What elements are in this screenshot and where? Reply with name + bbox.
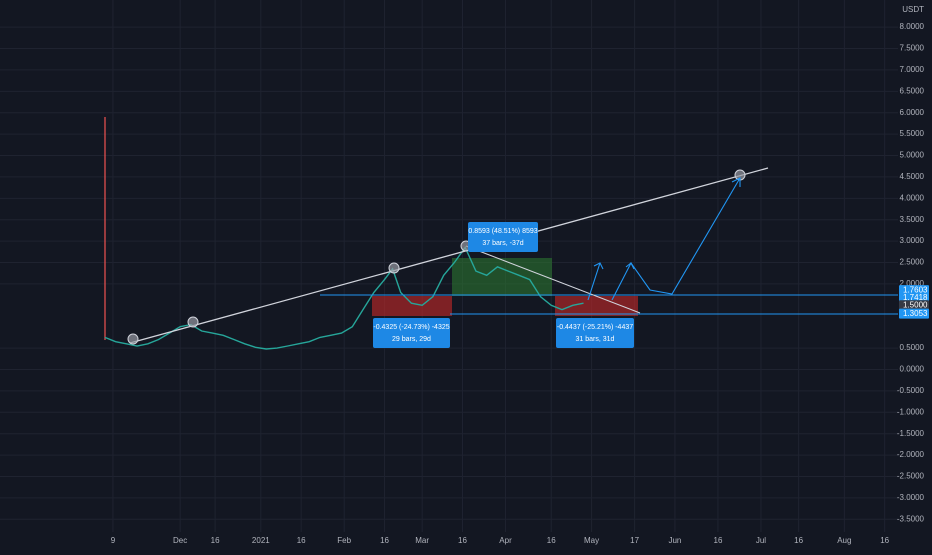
y-tick-label: 8.0000 [900, 22, 925, 31]
x-tick-label: 2021 [252, 536, 270, 545]
y-tick-label: -1.5000 [897, 429, 925, 438]
x-tick-label: 16 [547, 536, 556, 545]
y-tick-label: 7.0000 [900, 65, 925, 74]
x-tick-label: 16 [794, 536, 803, 545]
y-tick-label: -2.0000 [897, 450, 925, 459]
y-tick-label: 6.5000 [900, 86, 925, 95]
price-badge-label: 1.5000 [903, 300, 928, 309]
x-tick-label: Apr [499, 536, 512, 545]
y-tick-label: 7.5000 [900, 44, 925, 53]
price-badge [899, 308, 929, 319]
x-tick-label: Dec [173, 536, 187, 545]
grid [0, 0, 898, 532]
price-axis: 8.0000 7.5000 7.0000 6.5000 6.0000 5.5000 5.00… [111, 22, 929, 545]
measure-line2: 37 bars, -37d [482, 240, 523, 247]
price-badge-label: 1.7603 [903, 285, 928, 294]
quote: USDT [902, 5, 924, 14]
price-badge-label: 1.3053 [903, 309, 928, 318]
x-tick-label: 16 [714, 536, 723, 545]
trend-line [465, 245, 641, 314]
price-badge-label: 1.7418 [903, 293, 928, 302]
plot [104, 246, 584, 350]
y-tick-label: 0.5000 [900, 343, 925, 352]
x-tick-label: 16 [211, 536, 220, 545]
y-tick-label: -1.0000 [897, 407, 925, 416]
measure-line2: 29 bars, 29d [392, 336, 431, 343]
measure-box [468, 222, 538, 252]
x-tick-label: Mar [415, 536, 429, 545]
y-tick-label: 2.0000 [900, 279, 925, 288]
projection-arrows [587, 177, 741, 301]
y-tick-label: 4.0000 [900, 193, 925, 202]
y-tick-label: 5.5000 [900, 129, 925, 138]
y-tick-label: 5.0000 [900, 151, 925, 160]
x-tick-label: 17 [630, 536, 639, 545]
price-badge [899, 300, 929, 311]
y-tick-label: -3.5000 [897, 514, 925, 523]
y-tick-label: -2.5000 [897, 472, 925, 481]
measure-box [373, 318, 450, 348]
price-line [104, 246, 584, 350]
price-badge [899, 285, 929, 296]
x-tick-label: 16 [880, 536, 889, 545]
measure-line1: 0.8593 (48.51%) 8593 [468, 228, 537, 235]
x-tick-label: Jul [756, 536, 766, 545]
y-tick-label: 0.0000 [900, 365, 925, 374]
range-down [555, 296, 638, 316]
y-tick-label: -3.0000 [897, 493, 925, 502]
measure-line1: -0.4437 (-25.21%) -4437 [557, 324, 633, 331]
y-tick-label: 4.5000 [900, 172, 925, 181]
x-tick-label: Feb [337, 536, 351, 545]
y-tick-label: 3.0000 [900, 236, 925, 245]
x-tick-label: 9 [111, 536, 116, 545]
x-tick-label: Aug [837, 536, 851, 545]
y-tick-label: 6.0000 [900, 108, 925, 117]
pivots [127, 169, 746, 345]
x-tick-label: 16 [458, 536, 467, 545]
measure-line2: 31 bars, 31d [576, 336, 615, 343]
trend-line [129, 167, 769, 344]
x-tick-label: 16 [380, 536, 389, 545]
y-tick-label: 3.5000 [900, 215, 925, 224]
measures: 0.8593 (48.51%) 8593 37 bars, -37d -0.4325… [373, 222, 634, 348]
measure-box [556, 318, 634, 348]
y-tick-label: -0.5000 [897, 386, 925, 395]
x-tick-label: May [584, 536, 599, 545]
range-down [372, 296, 452, 316]
x-tick-label: 16 [297, 536, 306, 545]
x-tick-label: Jun [668, 536, 681, 545]
y-tick-label: 2.5000 [900, 258, 925, 267]
measure-line1: -0.4325 (-24.73%) -4325 [373, 324, 449, 331]
